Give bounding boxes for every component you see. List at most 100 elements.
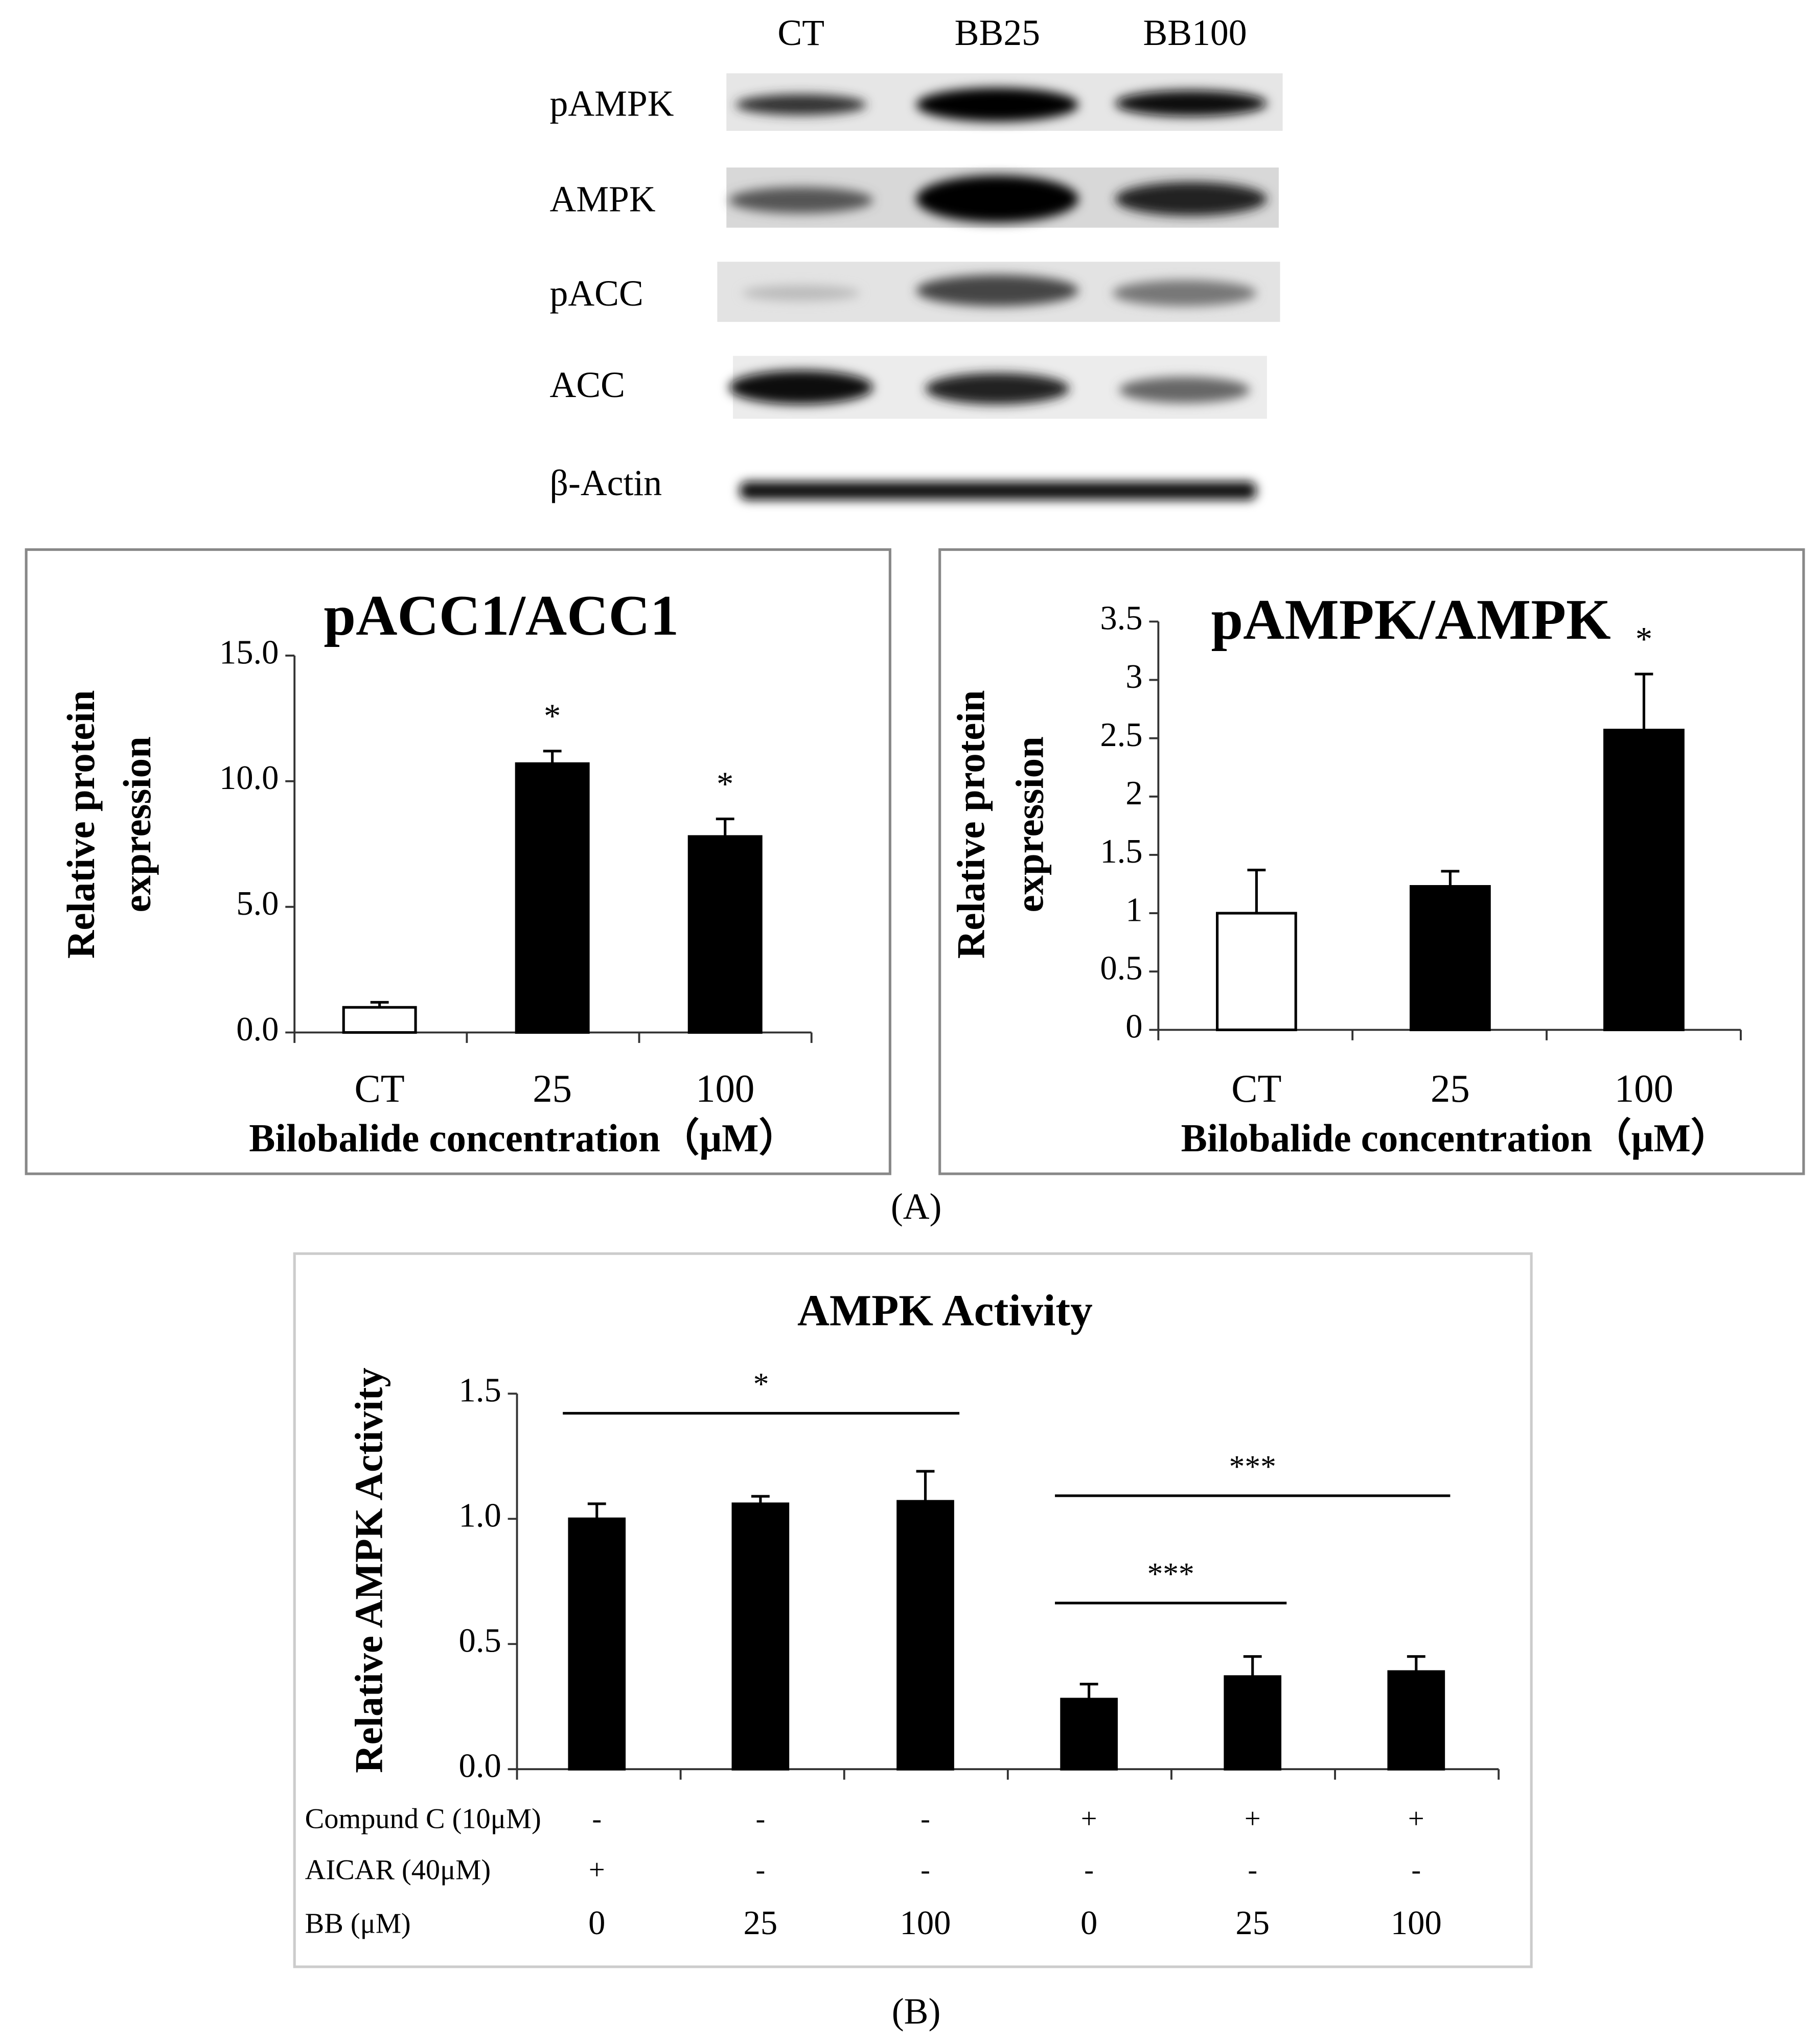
bands <box>729 87 1267 500</box>
bar <box>1410 885 1491 1031</box>
protein-label: ACC <box>550 364 625 405</box>
condition-value: - <box>755 1803 765 1835</box>
panel-label: (A) <box>891 1186 942 1227</box>
panel-frame <box>293 1252 1533 1968</box>
bar <box>515 762 590 1034</box>
y-axis-label: Relative protein <box>59 690 103 959</box>
y-tick-label: 2 <box>1125 775 1142 812</box>
band <box>1112 280 1257 307</box>
x-tick-label: CT <box>355 1067 405 1110</box>
western-blot: CT BB25 BB100 pAMPK AMPK pACC ACC β-Acti… <box>550 12 1283 503</box>
band <box>925 373 1070 405</box>
x-axis-label: Bilobalide concentration（μM） <box>1181 1117 1730 1160</box>
condition-value: + <box>1245 1803 1261 1835</box>
y-axis-label: expression <box>1008 736 1052 912</box>
y-tick-label: 0.5 <box>459 1622 501 1660</box>
bar <box>1387 1670 1445 1771</box>
band <box>735 94 867 115</box>
significance: * <box>1636 621 1652 658</box>
x-tick-label: 100 <box>1615 1067 1673 1110</box>
y-axis-label: Relative protein <box>949 690 993 959</box>
band <box>1115 90 1267 117</box>
x-tick-label: 25 <box>1431 1067 1470 1110</box>
bar <box>687 835 763 1034</box>
panel-label: (B) <box>892 1991 941 2032</box>
x-tick-label: CT <box>1231 1067 1281 1110</box>
band <box>1115 181 1267 216</box>
lane-label: CT <box>777 12 824 53</box>
significance: * <box>717 765 733 803</box>
y-tick-label: 1.0 <box>459 1497 501 1535</box>
y-tick-label: 15.0 <box>219 634 279 671</box>
condition-value: - <box>1248 1854 1257 1886</box>
condition-value: 25 <box>1235 1904 1270 1942</box>
chart-title: pACC1/ACC1 <box>324 584 679 647</box>
y-tick-label: 0.0 <box>459 1748 501 1785</box>
protein-label: AMPK <box>550 178 656 219</box>
band <box>1119 377 1250 403</box>
bar <box>342 1006 417 1034</box>
chart-title: AMPK Activity <box>797 1286 1093 1335</box>
band <box>916 175 1079 223</box>
condition-value: - <box>920 1803 930 1835</box>
y-tick-label: 1.5 <box>1100 833 1142 870</box>
chart-title: pAMPK/AMPK <box>1211 588 1610 652</box>
y-axis-label: expression <box>116 736 159 912</box>
condition-value: - <box>920 1854 930 1886</box>
y-tick-label: 3.5 <box>1100 600 1142 637</box>
lane-label: BB100 <box>1143 12 1247 53</box>
protein-label: β-Actin <box>550 462 662 503</box>
significance: *** <box>1147 1557 1194 1591</box>
band <box>729 187 873 214</box>
y-tick-label: 0.0 <box>236 1011 279 1048</box>
x-axis-label: Bilobalide concentration（μM） <box>249 1117 798 1160</box>
condition-value: 0 <box>588 1904 605 1942</box>
y-tick-label: 0.5 <box>1100 950 1142 987</box>
bar <box>1216 912 1297 1031</box>
band <box>739 481 1257 500</box>
panel-frame <box>25 548 891 1175</box>
condition-value: - <box>755 1854 765 1886</box>
bar <box>568 1517 626 1771</box>
condition-value: - <box>1411 1854 1421 1886</box>
condition-value: - <box>592 1803 602 1835</box>
condition-value: 100 <box>900 1904 951 1942</box>
condition-name: Compund C (10μM) <box>305 1803 541 1835</box>
condition-value: + <box>1408 1803 1424 1835</box>
condition-value: 100 <box>1391 1904 1442 1942</box>
bar <box>1224 1675 1282 1771</box>
condition-value: + <box>589 1854 605 1886</box>
x-tick-label: 100 <box>696 1067 754 1110</box>
y-tick-label: 3 <box>1125 658 1142 695</box>
condition-name: AICAR (40μM) <box>305 1854 491 1886</box>
y-tick-label: 10.0 <box>219 759 279 797</box>
condition-value: - <box>1084 1854 1094 1886</box>
bar <box>1603 729 1685 1031</box>
protein-label: pACC <box>550 273 643 314</box>
bar <box>896 1500 954 1771</box>
panel-frame <box>938 548 1805 1175</box>
protein-label: pAMPK <box>550 83 674 124</box>
y-tick-label: 1 <box>1125 891 1142 928</box>
x-tick-label: 25 <box>533 1067 572 1110</box>
bar <box>1060 1698 1118 1771</box>
condition-name: BB (μM) <box>305 1908 411 1939</box>
y-tick-label: 0 <box>1125 1008 1142 1046</box>
condition-value: 25 <box>744 1904 778 1942</box>
y-axis-label: Relative AMPK Activity <box>347 1367 390 1773</box>
significance: * <box>544 698 561 735</box>
y-tick-label: 1.5 <box>459 1372 501 1409</box>
condition-value: 0 <box>1080 1904 1097 1942</box>
y-tick-label: 5.0 <box>236 885 279 922</box>
significance: * <box>753 1367 769 1402</box>
bar <box>731 1502 790 1771</box>
band <box>916 87 1079 122</box>
y-tick-label: 2.5 <box>1100 716 1142 754</box>
band <box>729 370 873 405</box>
band <box>742 285 860 301</box>
lane-label: BB25 <box>955 12 1040 53</box>
condition-value: + <box>1081 1803 1097 1835</box>
significance: *** <box>1229 1449 1276 1484</box>
